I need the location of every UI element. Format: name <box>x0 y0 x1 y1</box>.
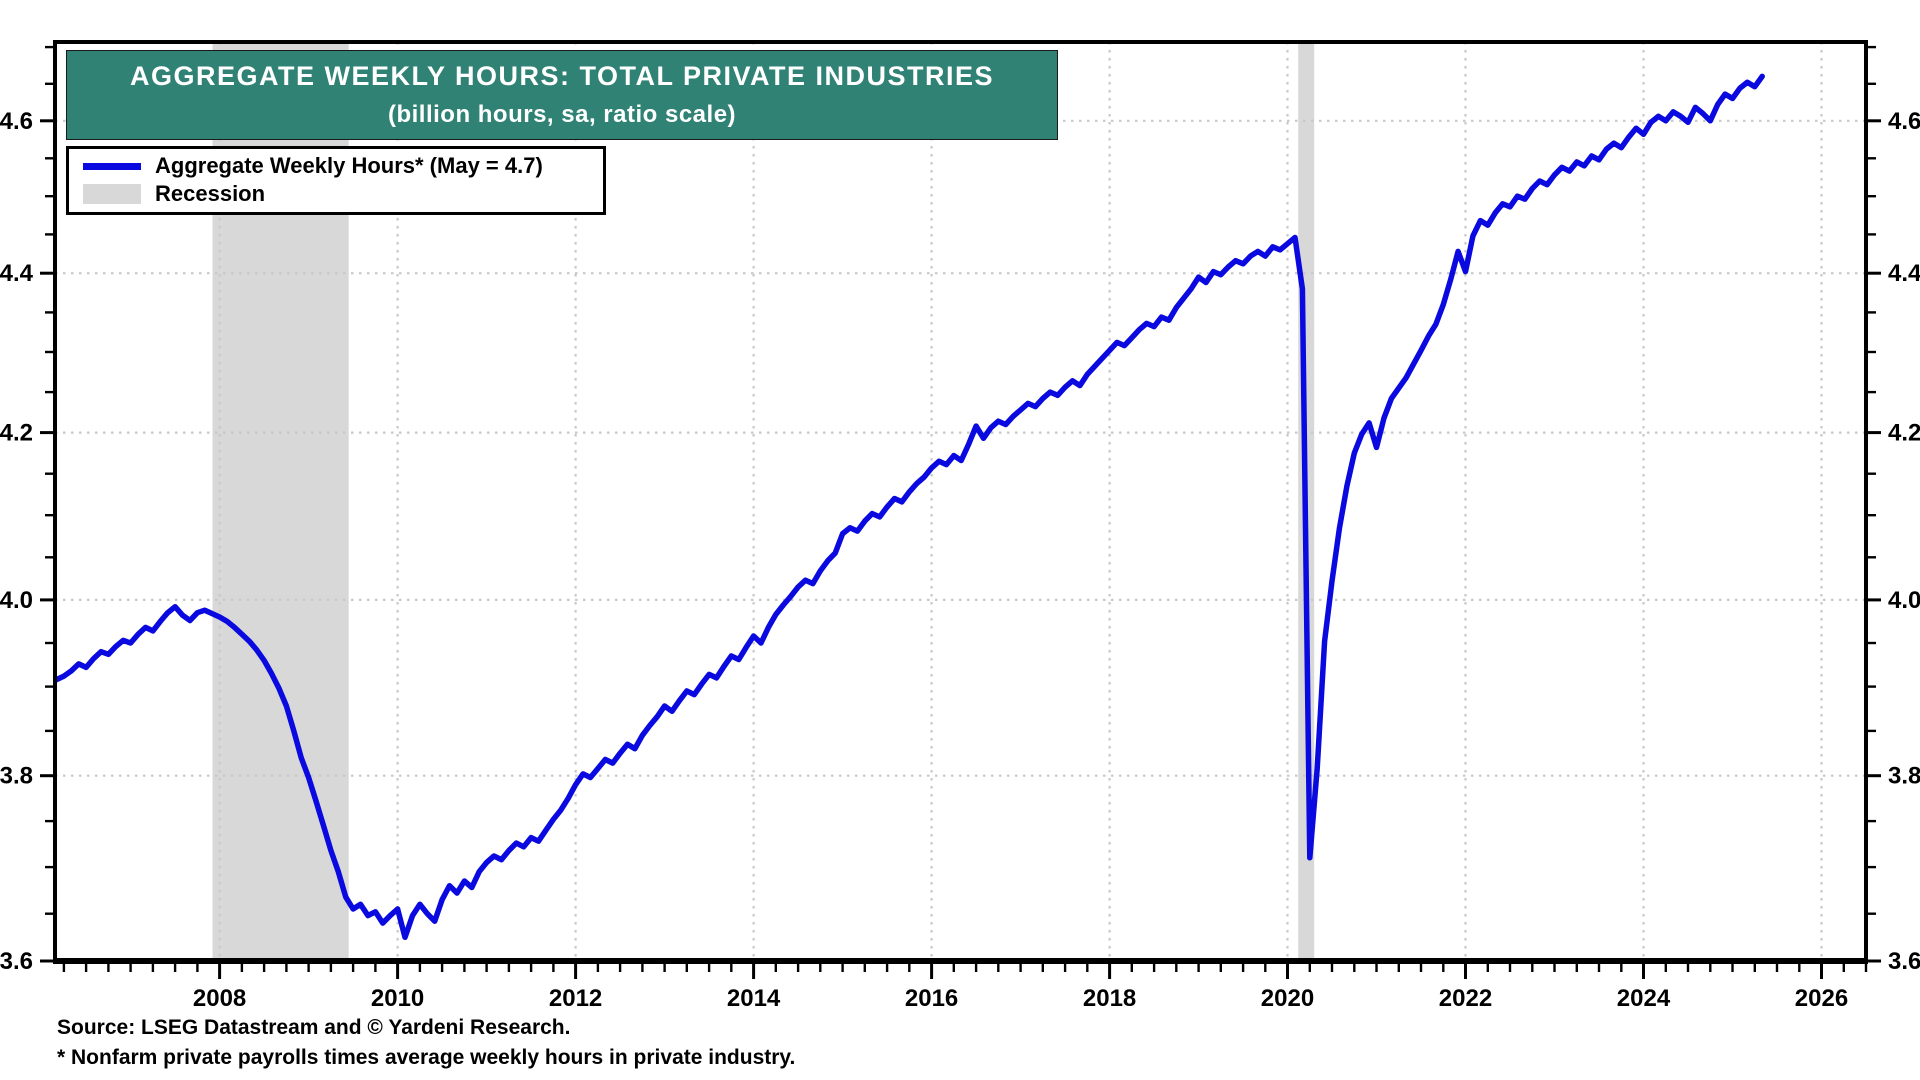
y-axis-tick-label-left: 4.2 <box>0 420 33 447</box>
footnote: * Nonfarm private payrolls times average… <box>57 1046 796 1069</box>
recession-swatch-icon <box>83 184 141 204</box>
x-axis-tick-label: 2026 <box>1795 985 1848 1012</box>
x-axis-tick-label: 2016 <box>905 985 958 1012</box>
y-axis-tick-label-right: 4.2 <box>1888 420 1920 447</box>
data-line <box>53 73 1765 941</box>
x-axis-tick-label: 2012 <box>549 985 602 1012</box>
y-axis-tick-label-right: 3.6 <box>1888 948 1920 975</box>
legend-item-recession: Recession <box>77 180 595 208</box>
y-axis-tick-label-right: 4.6 <box>1888 108 1920 135</box>
y-axis-tick-label-left: 3.6 <box>0 948 33 975</box>
y-axis-tick-label-left: 4.0 <box>0 587 33 614</box>
y-axis-tick-label-left: 4.4 <box>0 260 34 287</box>
y-axis-tick-label-left: 3.8 <box>0 763 33 790</box>
series-line-swatch-icon <box>83 162 141 170</box>
y-axis-tick-label-right: 4.4 <box>1888 260 1920 287</box>
x-axis-tick-label: 2018 <box>1083 985 1136 1012</box>
source-credit: Source: LSEG Datastream and © Yardeni Re… <box>57 1016 571 1039</box>
legend-series-label: Aggregate Weekly Hours* (May = 4.7) <box>155 153 543 178</box>
x-axis-tick-label: 2008 <box>193 985 246 1012</box>
chart-subtitle: (billion hours, sa, ratio scale) <box>387 101 737 128</box>
x-axis-tick-label: 2014 <box>727 985 781 1012</box>
y-axis-tick-label-left: 4.6 <box>0 108 33 135</box>
legend-item-series: Aggregate Weekly Hours* (May = 4.7) <box>77 152 595 180</box>
chart-title: AGGREGATE WEEKLY HOURS: TOTAL PRIVATE IN… <box>129 61 995 91</box>
x-axis-tick-label: 2024 <box>1617 985 1671 1012</box>
y-axis-tick-label-right: 4.0 <box>1888 587 1920 614</box>
x-axis-tick-label: 2010 <box>371 985 424 1012</box>
x-axis-tick-label: 2020 <box>1261 985 1314 1012</box>
y-axis-tick-label-right: 3.8 <box>1888 763 1920 790</box>
legend-recession-label: Recession <box>155 181 266 206</box>
legend: Aggregate Weekly Hours* (May = 4.7) Rece… <box>66 146 606 215</box>
chart-title-box: AGGREGATE WEEKLY HOURS: TOTAL PRIVATE IN… <box>66 50 1058 140</box>
x-axis-tick-label: 2022 <box>1439 985 1492 1012</box>
